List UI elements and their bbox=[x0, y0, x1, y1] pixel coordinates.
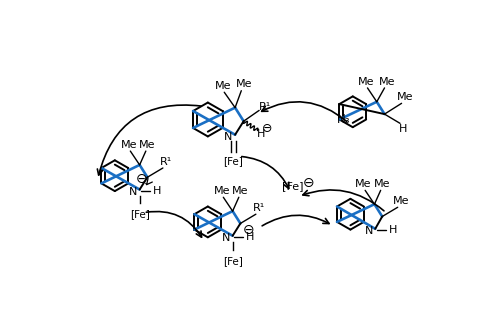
Text: Me: Me bbox=[139, 140, 156, 150]
Text: [Fe]: [Fe] bbox=[282, 182, 304, 192]
Text: R¹: R¹ bbox=[160, 157, 172, 167]
Text: H: H bbox=[399, 125, 408, 135]
Text: Me: Me bbox=[236, 79, 252, 89]
Text: H: H bbox=[388, 225, 397, 235]
Text: [Fe]: [Fe] bbox=[224, 156, 244, 166]
Text: N: N bbox=[224, 132, 232, 142]
Text: Me: Me bbox=[232, 186, 248, 196]
Text: Me: Me bbox=[379, 77, 395, 87]
Text: H: H bbox=[246, 232, 254, 242]
Text: Me: Me bbox=[121, 140, 137, 150]
Text: Me: Me bbox=[393, 196, 409, 206]
Text: ⊖: ⊖ bbox=[243, 223, 254, 237]
Text: [Fe]: [Fe] bbox=[130, 210, 150, 220]
Text: N: N bbox=[129, 187, 137, 197]
Text: Me: Me bbox=[358, 77, 374, 87]
Text: ⊖: ⊖ bbox=[135, 172, 147, 186]
Text: Me: Me bbox=[214, 81, 231, 91]
Text: N: N bbox=[222, 233, 230, 243]
Text: Me: Me bbox=[214, 186, 230, 196]
Text: ⊖: ⊖ bbox=[261, 122, 272, 135]
Text: ⊖: ⊖ bbox=[303, 175, 315, 190]
Text: R¹: R¹ bbox=[253, 203, 265, 213]
Text: Me: Me bbox=[374, 179, 391, 189]
Text: N₃: N₃ bbox=[336, 113, 350, 126]
Text: N: N bbox=[364, 226, 373, 236]
Text: Me: Me bbox=[355, 179, 372, 189]
Text: H: H bbox=[153, 186, 161, 196]
Text: Me: Me bbox=[397, 92, 413, 102]
Text: R¹: R¹ bbox=[259, 101, 271, 111]
Text: [Fe]: [Fe] bbox=[223, 256, 243, 266]
Text: H: H bbox=[257, 129, 265, 139]
